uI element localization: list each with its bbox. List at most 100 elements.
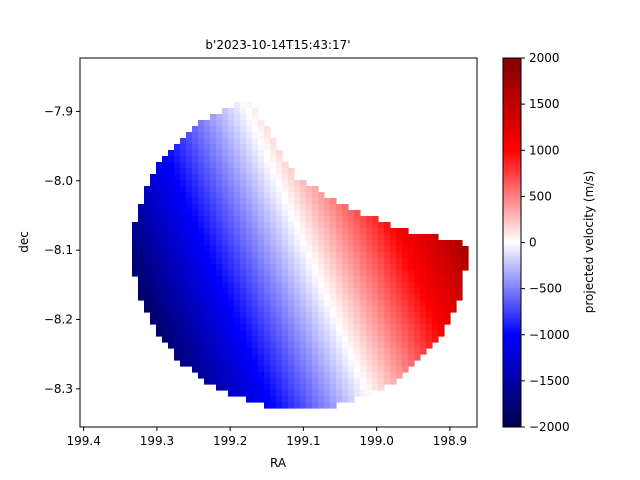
velocity-cell bbox=[258, 264, 265, 271]
velocity-cell bbox=[330, 216, 337, 223]
velocity-cell bbox=[156, 258, 163, 265]
velocity-cell bbox=[342, 366, 349, 373]
velocity-cell bbox=[378, 336, 385, 343]
velocity-cell bbox=[240, 312, 247, 319]
velocity-cell bbox=[426, 252, 433, 259]
velocity-cell bbox=[150, 276, 157, 283]
velocity-cell bbox=[324, 210, 331, 217]
velocity-cell bbox=[168, 240, 175, 247]
velocity-cell bbox=[174, 210, 181, 217]
velocity-cell bbox=[312, 228, 319, 235]
velocity-cell bbox=[204, 216, 211, 223]
velocity-cell bbox=[390, 372, 397, 379]
velocity-cell bbox=[348, 222, 355, 229]
velocity-cell bbox=[384, 360, 391, 367]
velocity-cell bbox=[162, 336, 169, 343]
x-tick-label: 199.0 bbox=[359, 434, 393, 448]
velocity-cell bbox=[162, 264, 169, 271]
velocity-cell bbox=[258, 306, 265, 313]
velocity-cell bbox=[300, 240, 307, 247]
velocity-cell bbox=[162, 162, 169, 169]
velocity-cell bbox=[222, 240, 229, 247]
velocity-cell bbox=[414, 234, 421, 241]
velocity-cell bbox=[318, 246, 325, 253]
velocity-cell bbox=[372, 360, 379, 367]
velocity-cell bbox=[276, 240, 283, 247]
velocity-cell bbox=[216, 300, 223, 307]
velocity-cell bbox=[210, 330, 217, 337]
velocity-cell bbox=[216, 378, 223, 385]
velocity-cell bbox=[252, 252, 259, 259]
velocity-cell bbox=[144, 306, 151, 313]
velocity-cell bbox=[288, 198, 295, 205]
velocity-cell bbox=[222, 336, 229, 343]
velocity-cell bbox=[270, 390, 277, 397]
velocity-cell bbox=[228, 108, 235, 115]
velocity-cell bbox=[264, 222, 271, 229]
velocity-cell bbox=[192, 216, 199, 223]
velocity-cell bbox=[210, 318, 217, 325]
velocity-cell bbox=[300, 264, 307, 271]
velocity-cell bbox=[354, 354, 361, 361]
velocity-cell bbox=[270, 336, 277, 343]
velocity-cell bbox=[216, 360, 223, 367]
velocity-cell bbox=[288, 324, 295, 331]
velocity-cell bbox=[402, 270, 409, 277]
velocity-cell bbox=[234, 228, 241, 235]
velocity-cell bbox=[390, 318, 397, 325]
velocity-cell bbox=[408, 336, 415, 343]
velocity-cell bbox=[270, 342, 277, 349]
velocity-cell bbox=[336, 276, 343, 283]
velocity-cell bbox=[156, 318, 163, 325]
velocity-cell bbox=[258, 186, 265, 193]
velocity-cell bbox=[222, 156, 229, 163]
velocity-cell bbox=[174, 318, 181, 325]
velocity-cell bbox=[204, 318, 211, 325]
velocity-cell bbox=[234, 234, 241, 241]
velocity-cell bbox=[294, 276, 301, 283]
velocity-cell bbox=[384, 252, 391, 259]
velocity-cell bbox=[384, 282, 391, 289]
velocity-cell bbox=[258, 240, 265, 247]
velocity-cell bbox=[348, 228, 355, 235]
velocity-cell bbox=[324, 258, 331, 265]
velocity-cell bbox=[318, 258, 325, 265]
velocity-cell bbox=[306, 210, 313, 217]
velocity-cell bbox=[342, 276, 349, 283]
velocity-cell bbox=[378, 234, 385, 241]
velocity-cell bbox=[192, 354, 199, 361]
velocity-cell bbox=[324, 372, 331, 379]
velocity-cell bbox=[246, 102, 253, 109]
velocity-cell bbox=[228, 300, 235, 307]
velocity-cell bbox=[168, 258, 175, 265]
velocity-cell bbox=[222, 174, 229, 181]
velocity-cell bbox=[150, 264, 157, 271]
velocity-cell bbox=[156, 198, 163, 205]
velocity-cell bbox=[174, 150, 181, 157]
velocity-cell bbox=[258, 198, 265, 205]
velocity-cell bbox=[396, 246, 403, 253]
velocity-cell bbox=[138, 216, 145, 223]
velocity-cell bbox=[408, 282, 415, 289]
velocity-cell bbox=[276, 294, 283, 301]
velocity-cell bbox=[384, 342, 391, 349]
velocity-cell bbox=[246, 168, 253, 175]
velocity-cell bbox=[384, 234, 391, 241]
velocity-cell bbox=[258, 336, 265, 343]
velocity-cell bbox=[144, 222, 151, 229]
velocity-cell bbox=[234, 324, 241, 331]
velocity-cell bbox=[432, 288, 439, 295]
velocity-cell bbox=[318, 306, 325, 313]
velocity-cell bbox=[276, 306, 283, 313]
velocity-cell bbox=[276, 348, 283, 355]
velocity-cell bbox=[156, 222, 163, 229]
velocity-cell bbox=[252, 354, 259, 361]
velocity-cell bbox=[252, 204, 259, 211]
velocity-cell bbox=[174, 288, 181, 295]
velocity-cell bbox=[192, 234, 199, 241]
velocity-cell bbox=[144, 282, 151, 289]
velocity-cell bbox=[276, 276, 283, 283]
velocity-cell bbox=[198, 174, 205, 181]
velocity-cell bbox=[276, 390, 283, 397]
velocity-cell bbox=[144, 294, 151, 301]
